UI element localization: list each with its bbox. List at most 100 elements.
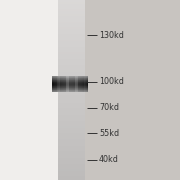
Bar <box>58 76 60 92</box>
Bar <box>52 91 88 92</box>
Bar <box>58 135 85 137</box>
Bar <box>55 76 56 92</box>
Bar <box>58 178 85 180</box>
Bar <box>66 76 68 92</box>
Bar <box>58 144 85 146</box>
Bar <box>58 155 85 157</box>
Bar <box>58 31 85 33</box>
Bar <box>58 112 85 114</box>
Bar <box>81 76 82 92</box>
Text: 130kd: 130kd <box>99 30 124 39</box>
Bar <box>52 79 88 80</box>
Bar <box>58 175 85 177</box>
Bar <box>58 29 85 31</box>
Bar <box>58 67 85 69</box>
Bar <box>58 61 85 64</box>
Bar <box>58 162 85 164</box>
Text: 55kd: 55kd <box>99 129 119 138</box>
Bar <box>58 63 85 65</box>
Bar <box>58 122 85 125</box>
Bar <box>58 54 85 56</box>
Bar <box>80 76 81 92</box>
Bar <box>58 4 85 6</box>
Bar <box>58 95 85 98</box>
Bar <box>58 32 85 35</box>
Bar <box>58 72 85 74</box>
Bar <box>57 76 59 92</box>
Bar <box>52 78 88 79</box>
Bar <box>52 90 88 91</box>
Bar <box>58 115 85 118</box>
Bar <box>58 11 85 13</box>
Bar <box>58 85 85 87</box>
Bar <box>58 124 85 127</box>
Bar <box>58 34 85 37</box>
Bar <box>52 77 88 78</box>
Bar <box>68 76 69 92</box>
Bar <box>87 76 88 92</box>
Bar <box>58 113 85 116</box>
Bar <box>52 82 88 83</box>
Bar <box>65 76 66 92</box>
Bar <box>69 76 70 92</box>
Bar <box>74 76 75 92</box>
Bar <box>58 47 85 49</box>
Bar <box>72 76 73 92</box>
Bar <box>58 18 85 20</box>
Text: 70kd: 70kd <box>99 103 119 112</box>
Bar <box>58 56 85 58</box>
Bar <box>58 83 85 85</box>
Bar <box>58 108 85 110</box>
Bar <box>58 97 85 100</box>
Bar <box>58 36 85 38</box>
Bar <box>86 76 87 92</box>
Bar <box>54 76 55 92</box>
Bar <box>58 22 85 24</box>
Bar <box>57 76 58 92</box>
Bar <box>52 85 88 86</box>
Bar <box>58 173 85 175</box>
Bar <box>58 176 85 179</box>
Bar <box>58 169 85 172</box>
Bar <box>58 94 85 96</box>
Bar <box>52 78 88 79</box>
Bar <box>61 76 62 92</box>
Bar <box>58 74 85 76</box>
Bar <box>58 121 85 123</box>
Bar <box>52 80 88 81</box>
Bar <box>58 130 85 132</box>
Bar <box>58 70 85 73</box>
Bar <box>58 151 85 154</box>
Bar <box>58 52 85 55</box>
Bar <box>58 166 85 168</box>
Bar <box>58 68 85 71</box>
Bar <box>58 148 85 150</box>
Bar <box>83 76 84 92</box>
Bar <box>84 76 85 92</box>
Bar <box>58 117 85 119</box>
Bar <box>71 76 72 92</box>
Bar <box>66 76 67 92</box>
Bar <box>82 76 83 92</box>
Bar <box>58 157 85 159</box>
Bar <box>58 50 85 53</box>
Bar <box>58 99 85 101</box>
Bar <box>85 76 87 92</box>
Bar <box>58 41 85 44</box>
Bar <box>58 128 85 130</box>
Bar <box>56 76 57 92</box>
Bar <box>58 16 85 19</box>
Bar <box>58 14 85 17</box>
Bar <box>58 153 85 155</box>
Bar <box>77 76 78 92</box>
Bar <box>70 76 71 92</box>
Bar <box>52 89 88 90</box>
Bar <box>58 76 85 78</box>
Bar <box>58 149 85 152</box>
Bar <box>58 171 85 173</box>
Bar <box>58 90 85 92</box>
Bar <box>52 80 88 81</box>
Bar <box>58 20 85 22</box>
Bar <box>52 81 88 82</box>
Bar <box>58 0 85 2</box>
